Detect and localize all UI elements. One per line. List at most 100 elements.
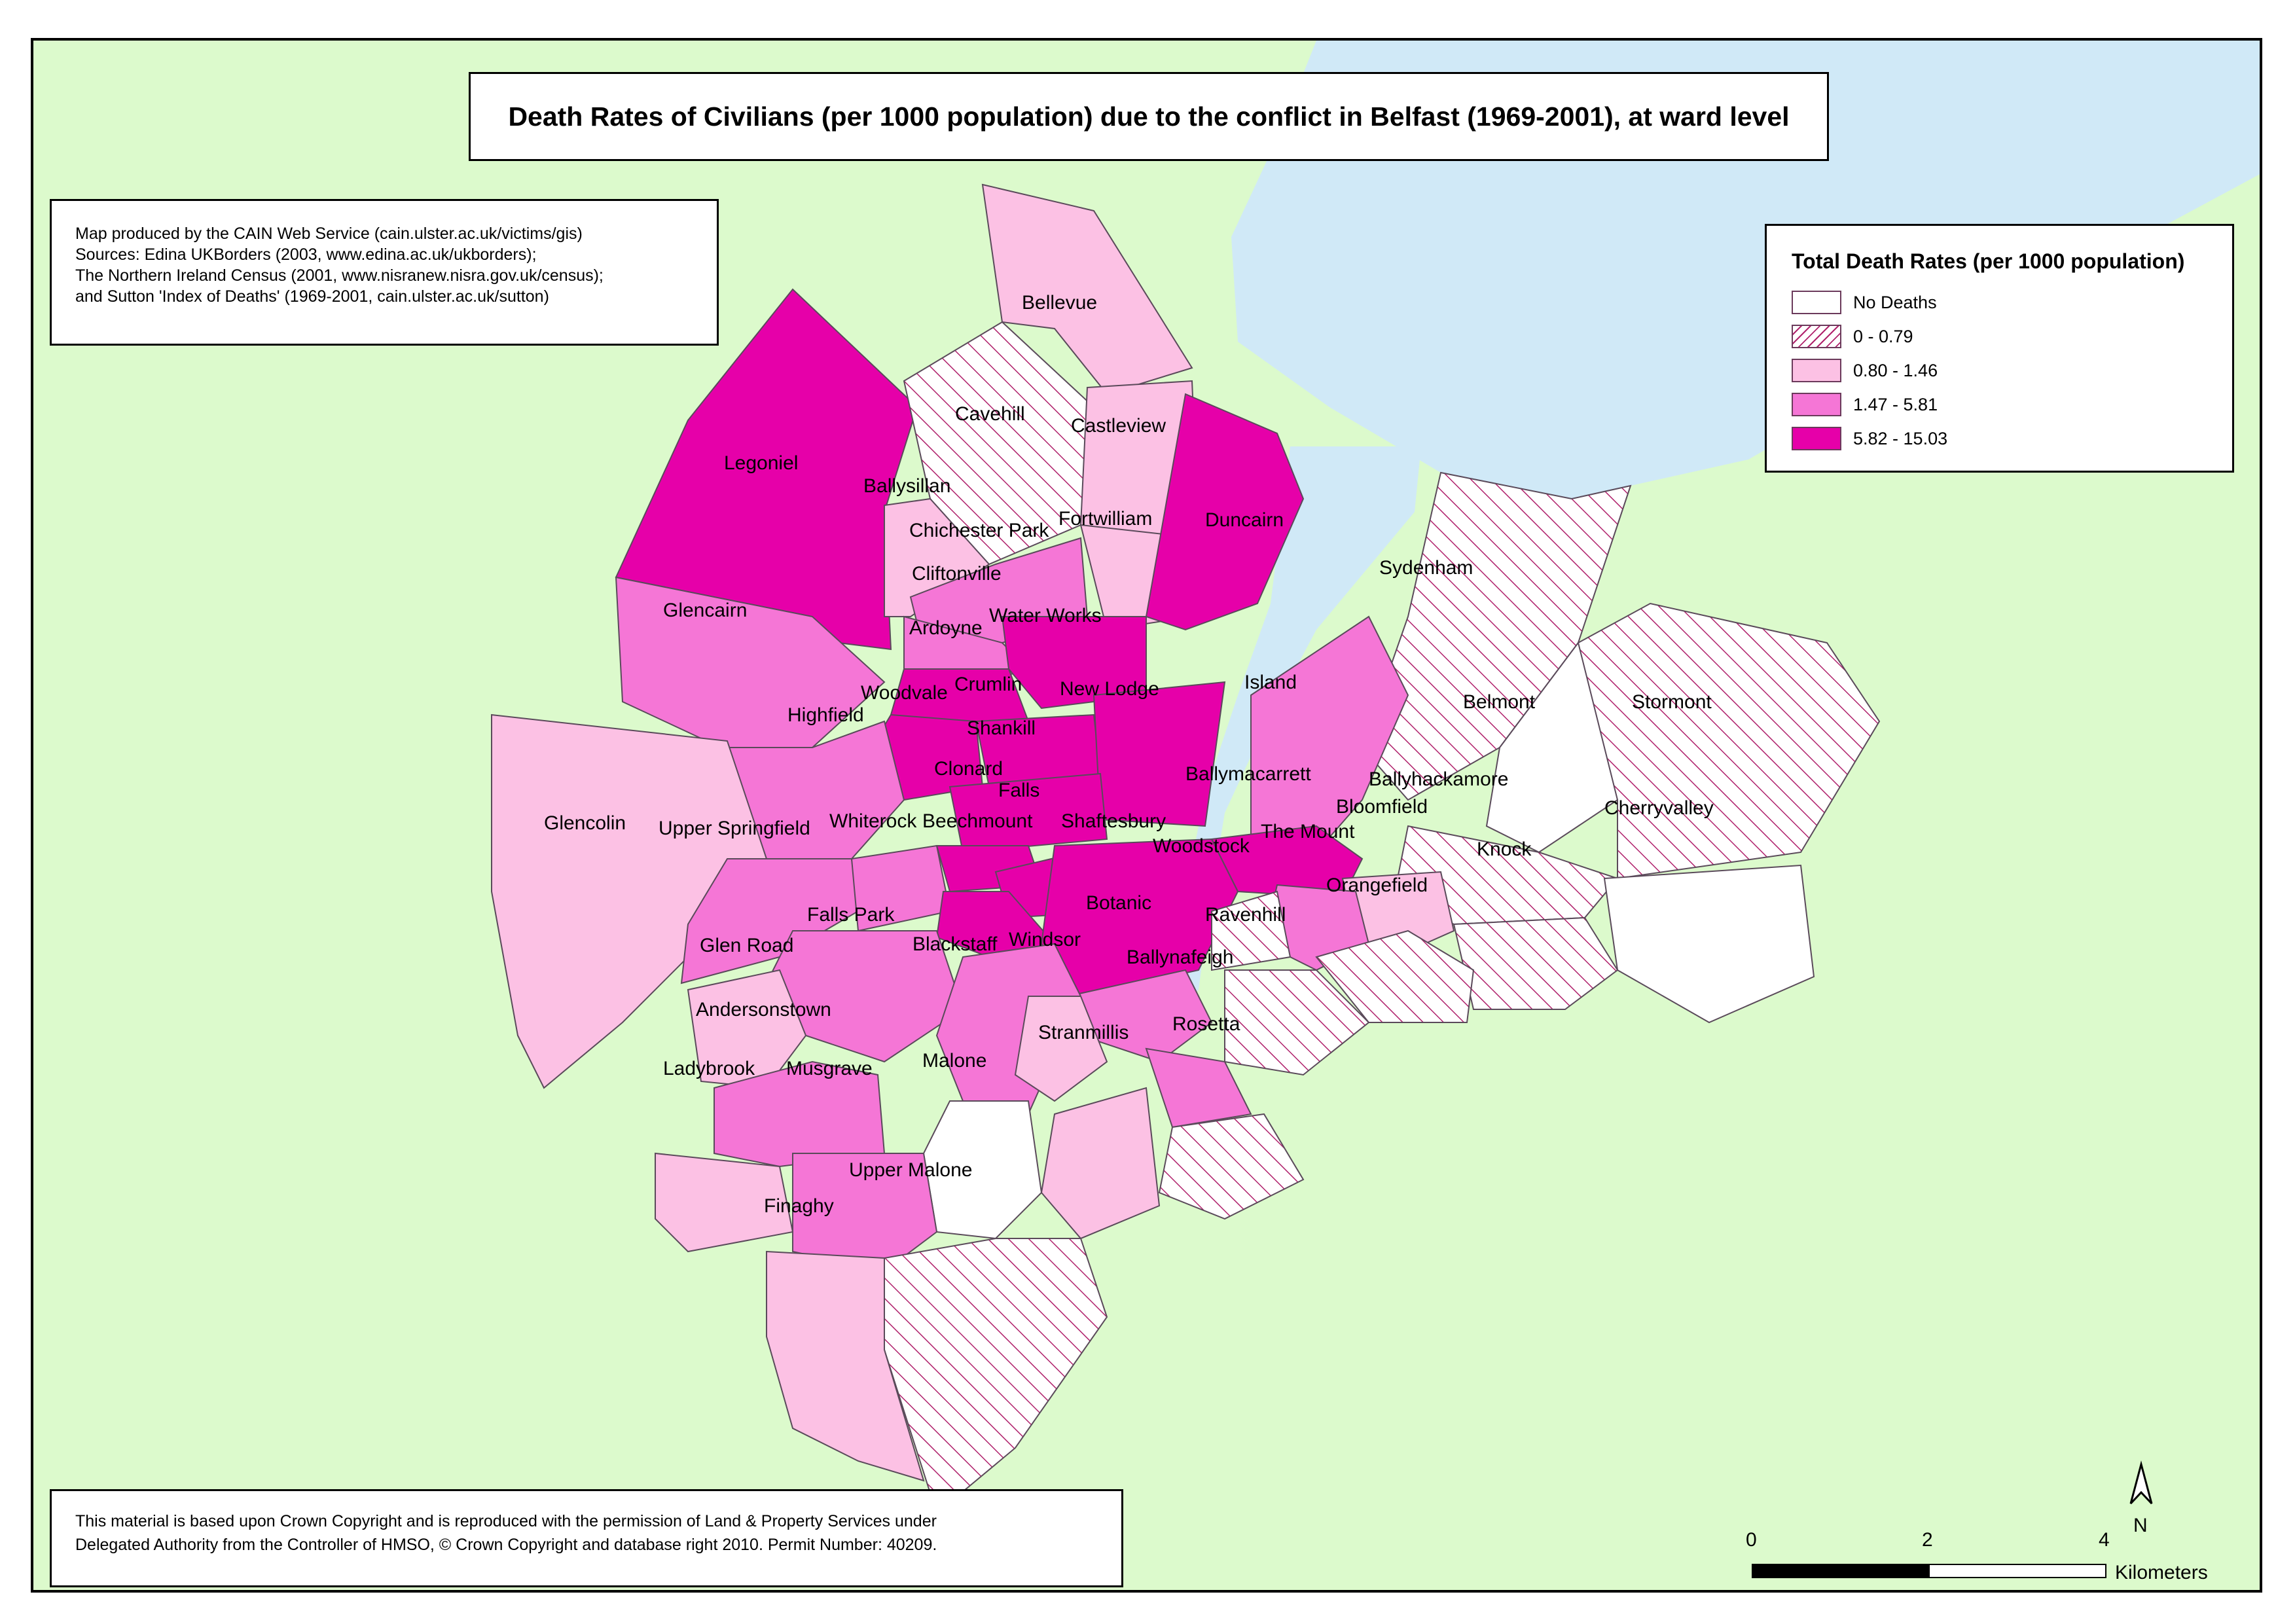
ward-label-fortwilliam: Fortwilliam xyxy=(1058,508,1152,530)
ward-label-glencolin: Glencolin xyxy=(544,812,626,834)
ward-shape-orangefield xyxy=(1315,929,1475,1023)
copyright-box: This material is based upon Crown Copyri… xyxy=(50,1489,1123,1587)
ward-label-new-lodge: New Lodge xyxy=(1060,678,1159,700)
ward-label-whiterock: Whiterock xyxy=(829,810,917,832)
legend-item: 1.47 - 5.81 xyxy=(1792,388,2232,422)
legend-swatch xyxy=(1792,393,1841,416)
ward-label-stranmillis: Stranmillis xyxy=(1038,1022,1129,1043)
legend-swatch xyxy=(1792,325,1841,348)
ward-label-windsor: Windsor xyxy=(1009,929,1081,950)
ward-label-belmont: Belmont xyxy=(1463,691,1536,713)
ward-label-cliftonville: Cliftonville xyxy=(912,563,1002,585)
ward-shape-glen-road xyxy=(687,969,807,1089)
legend-title: Total Death Rates (per 1000 population) xyxy=(1792,249,2185,273)
map-title: Death Rates of Civilians (per 1000 popul… xyxy=(508,101,1790,132)
copyright-line: Delegated Authority from the Controller … xyxy=(75,1536,937,1554)
ward-label-duncairn: Duncairn xyxy=(1205,509,1284,531)
ward-label-glencairn: Glencairn xyxy=(663,600,747,621)
ward-label-shaftesbury: Shaftesbury xyxy=(1061,810,1166,832)
legend-item: 5.82 - 15.03 xyxy=(1792,422,2232,456)
legend-label: No Deaths xyxy=(1853,292,1937,312)
legend-label: 0 - 0.79 xyxy=(1853,326,1913,346)
ward-label-blackstaff: Blackstaff xyxy=(913,933,998,955)
ward-shape-cherryvalley xyxy=(1603,864,1815,1024)
ward-label-glen-road: Glen Road xyxy=(700,935,793,956)
ward-label-castleview: Castleview xyxy=(1071,415,1166,437)
ward-label-the-mount: The Mount xyxy=(1261,821,1355,842)
scalebar: 0 2 4 Kilometers xyxy=(1746,1529,2208,1583)
ward-label-sydenham: Sydenham xyxy=(1379,557,1473,579)
ward-shape-rosetta xyxy=(1158,1113,1305,1220)
credits-line: Sources: Edina UKBorders (2003, www.edin… xyxy=(75,245,537,264)
ward-label-cherryvalley: Cherryvalley xyxy=(1604,797,1714,819)
legend-label: 0.80 - 1.46 xyxy=(1853,360,1938,380)
map-frame: Legoniel Bellevue Cavehill Castleview Ballys… xyxy=(31,38,2262,1593)
legend-item: 0.80 - 1.46 xyxy=(1792,353,2232,388)
ward-label-musgrave: Musgrave xyxy=(786,1058,873,1079)
ward-shape-finaghy xyxy=(766,1250,925,1482)
credits-box: Map produced by the CAIN Web Service (ca… xyxy=(50,199,719,346)
ward-label-ladybrook: Ladybrook xyxy=(663,1058,755,1079)
ward-label-ardoyne: Ardoyne xyxy=(909,617,983,639)
ward-label-highfield: Highfield xyxy=(787,704,864,726)
ward-label-knock: Knock xyxy=(1477,839,1532,860)
ward-label-finaghy: Finaghy xyxy=(764,1195,834,1217)
ward-label-cavehill: Cavehill xyxy=(955,403,1025,425)
copyright-line: This material is based upon Crown Copyri… xyxy=(75,1512,937,1530)
ward-shape-shankill xyxy=(949,772,1108,854)
ward-shape-woodstock xyxy=(1211,890,1292,971)
ward-label-falls-park: Falls Park xyxy=(807,904,895,926)
ward-shape-stranmillis xyxy=(1040,1087,1161,1240)
ward-shape-ladybrook xyxy=(655,1152,794,1253)
credits-line: and Sutton 'Index of Deaths' (1969-2001,… xyxy=(75,287,549,306)
ward-label-upper-springfield: Upper Springfield xyxy=(659,818,810,839)
credits-line: The Northern Ireland Census (2001, www.n… xyxy=(75,266,604,285)
legend-swatch xyxy=(1792,291,1841,314)
ward-label-shankill: Shankill xyxy=(967,717,1036,739)
ward-label-beechmount: Beechmount xyxy=(922,810,1033,832)
legend-item: No Deaths xyxy=(1792,285,2232,319)
ward-shape-new-lodge xyxy=(1093,681,1226,827)
legend-swatch xyxy=(1792,359,1841,382)
ward-label-rosetta: Rosetta xyxy=(1172,1013,1240,1035)
ward-label-botanic: Botanic xyxy=(1086,892,1151,914)
ward-shape-stormont xyxy=(1577,602,1881,880)
ward-label-stormont: Stormont xyxy=(1632,691,1712,713)
ward-label-clonard: Clonard xyxy=(934,758,1003,780)
ward-shape-musgrave xyxy=(792,1153,938,1272)
legend-box: Total Death Rates (per 1000 population) … xyxy=(1765,224,2234,473)
ward-label-andersonstown: Andersonstown xyxy=(696,999,831,1020)
ward-shape-windsor xyxy=(1014,996,1108,1102)
ward-label-crumlin: Crumlin xyxy=(954,674,1022,695)
ward-label-water-works: Water Works xyxy=(989,605,1102,626)
ward-label-bellevue: Bellevue xyxy=(1022,292,1097,314)
legend-label: 5.82 - 15.03 xyxy=(1853,428,1948,448)
ward-label-woodvale: Woodvale xyxy=(861,682,948,704)
scalebar-unit: Kilometers xyxy=(2115,1562,2208,1583)
ward-label-chichester-park: Chichester Park xyxy=(909,520,1049,541)
map-title-box: Death Rates of Civilians (per 1000 popul… xyxy=(469,72,1829,161)
scalebar-tick-0: 0 xyxy=(1746,1529,1757,1551)
ward-label-ballysillan: Ballysillan xyxy=(863,475,950,497)
ward-label-woodstock: Woodstock xyxy=(1153,835,1250,857)
north-arrow-icon: N xyxy=(2129,1460,2153,1536)
ward-shape-ballynafeigh xyxy=(1145,1047,1252,1128)
ward-label-malone: Malone xyxy=(922,1050,986,1072)
legend-label: 1.47 - 5.81 xyxy=(1853,394,1938,414)
scalebar-tick-2: 2 xyxy=(1922,1529,1933,1551)
ward-shape-glencolin xyxy=(491,713,768,1089)
ward-label-upper-malone: Upper Malone xyxy=(849,1159,972,1181)
legend-swatch xyxy=(1792,427,1841,450)
ward-label-ballymacarrett: Ballymacarrett xyxy=(1185,763,1311,785)
ward-shape-ravenhill xyxy=(1224,969,1370,1076)
credits-line: Map produced by the CAIN Web Service (ca… xyxy=(75,225,583,243)
ward-shape-shaftesbury xyxy=(1040,838,1239,998)
ward-label-ballynafeigh: Ballynafeigh xyxy=(1127,947,1233,968)
scalebar-tick-4: 4 xyxy=(2099,1529,2110,1551)
ward-label-ravenhill: Ravenhill xyxy=(1205,904,1286,926)
ward-label-legoniel: Legoniel xyxy=(724,452,798,474)
ward-label-island: Island xyxy=(1244,672,1297,693)
map-canvas: Legoniel Bellevue Cavehill Castleview Ballys… xyxy=(491,41,2260,1583)
ward-shape-knock xyxy=(1453,916,1619,1010)
ward-label-orangefield: Orangefield xyxy=(1326,875,1428,896)
